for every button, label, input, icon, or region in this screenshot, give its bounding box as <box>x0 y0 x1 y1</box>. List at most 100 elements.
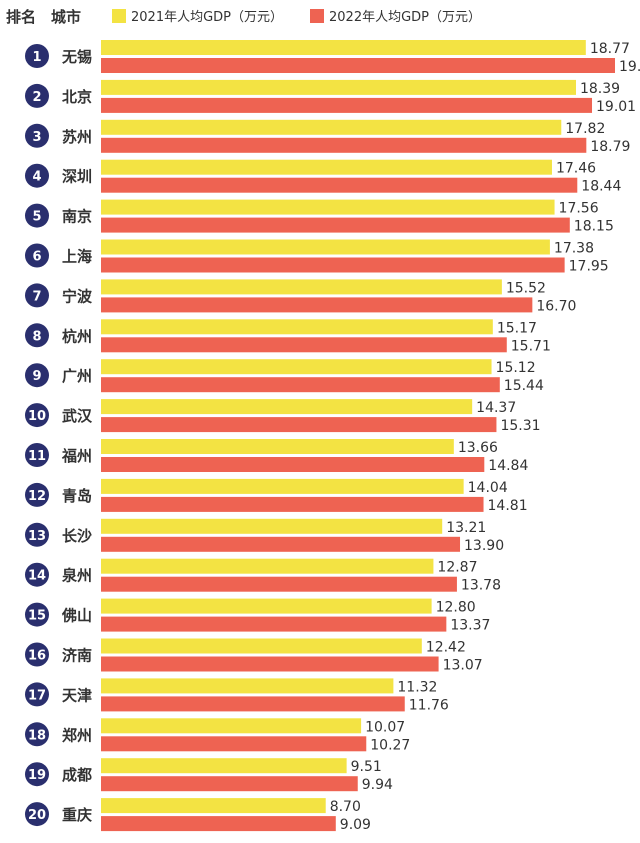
value-label-2022: 18.79 <box>590 139 630 155</box>
chart-row: 8 杭州 15.17 15.71 <box>25 319 551 354</box>
value-label-2021: 9.51 <box>351 759 382 775</box>
rank-number: 13 <box>28 529 46 544</box>
value-label-2021: 18.39 <box>580 81 620 97</box>
value-label-2022: 19.90 <box>619 59 640 75</box>
bar-2021 <box>101 239 550 255</box>
bar-2021 <box>101 678 394 694</box>
value-label-2022: 16.70 <box>536 298 576 314</box>
rank-number: 12 <box>28 489 46 504</box>
bar-2021 <box>101 638 422 654</box>
city-label: 南京 <box>62 208 92 226</box>
bar-2021 <box>101 399 473 415</box>
bar-2022 <box>101 97 593 113</box>
chart-row: 19 成都 9.51 9.94 <box>25 758 393 793</box>
bar-2022 <box>101 696 405 712</box>
rank-number: 2 <box>32 90 41 105</box>
value-label-2021: 10.07 <box>365 719 405 735</box>
chart-row: 16 济南 12.42 13.07 <box>25 638 483 674</box>
bar-2022 <box>101 217 570 233</box>
value-label-2021: 12.87 <box>437 560 477 576</box>
value-label-2022: 13.37 <box>450 618 490 634</box>
bar-2021 <box>101 319 493 335</box>
city-label: 深圳 <box>62 168 92 186</box>
city-label: 广州 <box>62 367 92 385</box>
bar-2022 <box>101 417 497 433</box>
rank-number: 20 <box>28 808 46 823</box>
value-label-2022: 14.81 <box>488 498 528 514</box>
bar-2022 <box>101 337 507 353</box>
bar-2021 <box>101 279 502 295</box>
chart-row: 2 北京 18.39 19.01 <box>25 79 636 115</box>
city-label: 北京 <box>62 88 92 106</box>
rank-number: 18 <box>28 728 46 743</box>
rank-badge-circle <box>25 243 49 268</box>
value-label-2022: 14.84 <box>488 458 528 474</box>
city-label: 济南 <box>62 647 92 665</box>
bar-2022 <box>101 58 615 73</box>
chart-row: 18 郑州 10.07 10.27 <box>25 718 410 753</box>
rank-badge-circle <box>25 682 49 707</box>
bar-2022 <box>101 177 578 193</box>
bar-2022 <box>101 816 336 832</box>
chart-row: 14 泉州 12.87 13.78 <box>25 558 501 594</box>
chart-row: 3 苏州 17.82 18.79 <box>25 119 630 155</box>
bar-2022 <box>101 137 587 153</box>
rank-badge-circle <box>25 323 49 348</box>
city-label: 杭州 <box>62 327 92 345</box>
city-label: 佛山 <box>61 607 92 625</box>
value-label-2021: 12.42 <box>426 640 466 656</box>
chart-header: 排名 城市 2021年人均GDP（万元） 2022年人均GDP（万元） <box>6 8 481 26</box>
bar-2022 <box>101 776 358 792</box>
rank-badge-circle <box>25 163 49 188</box>
value-label-2021: 13.66 <box>458 440 498 456</box>
rank-badge-circle <box>25 44 49 68</box>
bar-2021 <box>101 439 454 454</box>
bar-2021 <box>101 478 464 494</box>
rank-number: 15 <box>28 609 46 624</box>
rank-badge-circle <box>25 363 49 388</box>
value-label-2022: 15.71 <box>511 338 551 354</box>
city-label: 青岛 <box>62 487 92 505</box>
rank-number: 5 <box>32 210 41 225</box>
value-label-2021: 17.56 <box>559 201 599 217</box>
rank-badge-circle <box>25 203 49 228</box>
value-label-2022: 17.95 <box>569 259 609 275</box>
bar-2021 <box>101 159 552 175</box>
rank-badge-circle <box>25 562 49 587</box>
city-label: 成都 <box>62 766 92 784</box>
value-label-2021: 15.52 <box>506 280 546 296</box>
city-label: 福州 <box>61 447 92 465</box>
value-label-2021: 15.17 <box>497 320 537 336</box>
value-label-2022: 15.44 <box>504 378 544 394</box>
chart-row: 11 福州 13.66 14.84 <box>25 439 528 474</box>
value-label-2022: 13.90 <box>464 538 504 554</box>
value-label-2021: 18.77 <box>590 41 630 57</box>
value-label-2022: 11.76 <box>409 697 449 713</box>
chart-row: 12 青岛 14.04 14.81 <box>25 478 528 514</box>
rank-number: 6 <box>32 250 41 265</box>
legend-swatch-2021 <box>112 9 126 23</box>
rank-number: 3 <box>32 130 41 145</box>
city-column-header: 城市 <box>51 8 81 26</box>
rank-badge-circle <box>25 403 49 428</box>
bar-2021 <box>101 40 586 55</box>
value-label-2021: 14.37 <box>476 400 516 416</box>
bar-2022 <box>101 616 447 632</box>
value-label-2021: 14.04 <box>468 480 508 496</box>
bar-2022 <box>101 656 439 672</box>
rank-number: 17 <box>28 688 46 703</box>
value-label-2022: 18.15 <box>574 219 614 235</box>
rank-badge-circle <box>25 522 49 547</box>
chart-row: 15 佛山 12.80 13.37 <box>25 598 490 634</box>
rank-badge-circle <box>25 602 49 627</box>
rank-badge-circle <box>25 722 49 747</box>
chart-row: 20 重庆 8.70 9.09 <box>25 798 371 833</box>
value-label-2021: 17.82 <box>565 121 605 137</box>
chart-rows: 1 无锡 18.77 19.90 2 北京 18.39 19.01 3 苏州 17.82 18.79 4… <box>25 40 640 833</box>
rank-number: 8 <box>32 329 41 344</box>
value-label-2022: 9.09 <box>340 817 371 833</box>
city-label: 郑州 <box>62 726 92 744</box>
value-label-2021: 12.80 <box>436 600 476 616</box>
rank-badge-circle <box>25 482 49 507</box>
